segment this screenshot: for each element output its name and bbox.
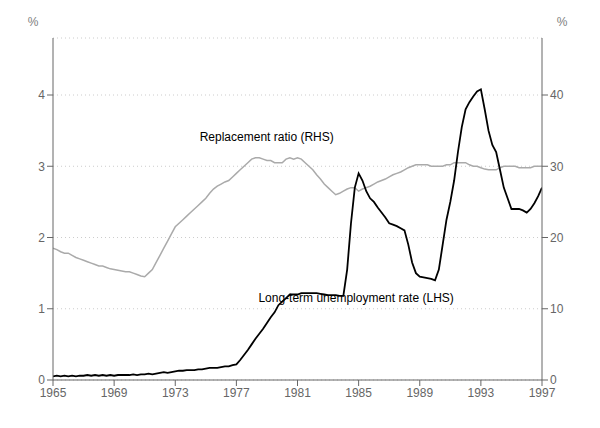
svg-text:10: 10 xyxy=(550,302,564,316)
svg-text:1997: 1997 xyxy=(529,386,556,400)
svg-text:1969: 1969 xyxy=(101,386,128,400)
svg-text:1989: 1989 xyxy=(406,386,433,400)
svg-text:1965: 1965 xyxy=(40,386,67,400)
svg-text:2: 2 xyxy=(38,231,45,245)
svg-text:30: 30 xyxy=(550,160,564,174)
svg-text:%: % xyxy=(557,15,568,29)
svg-text:1993: 1993 xyxy=(468,386,495,400)
svg-text:40: 40 xyxy=(550,88,564,102)
svg-text:20: 20 xyxy=(550,231,564,245)
svg-text:1981: 1981 xyxy=(284,386,311,400)
svg-text:1: 1 xyxy=(38,302,45,316)
svg-text:4: 4 xyxy=(38,88,45,102)
svg-text:1977: 1977 xyxy=(223,386,250,400)
svg-text:1985: 1985 xyxy=(345,386,372,400)
svg-text:0: 0 xyxy=(550,373,557,387)
svg-text:3: 3 xyxy=(38,160,45,174)
svg-text:1973: 1973 xyxy=(162,386,189,400)
svg-text:%: % xyxy=(28,15,39,29)
svg-text:Replacement ratio (RHS): Replacement ratio (RHS) xyxy=(200,130,334,144)
svg-text:Long-term unemployment rate (L: Long-term unemployment rate (LHS) xyxy=(258,291,453,305)
svg-text:0: 0 xyxy=(38,373,45,387)
